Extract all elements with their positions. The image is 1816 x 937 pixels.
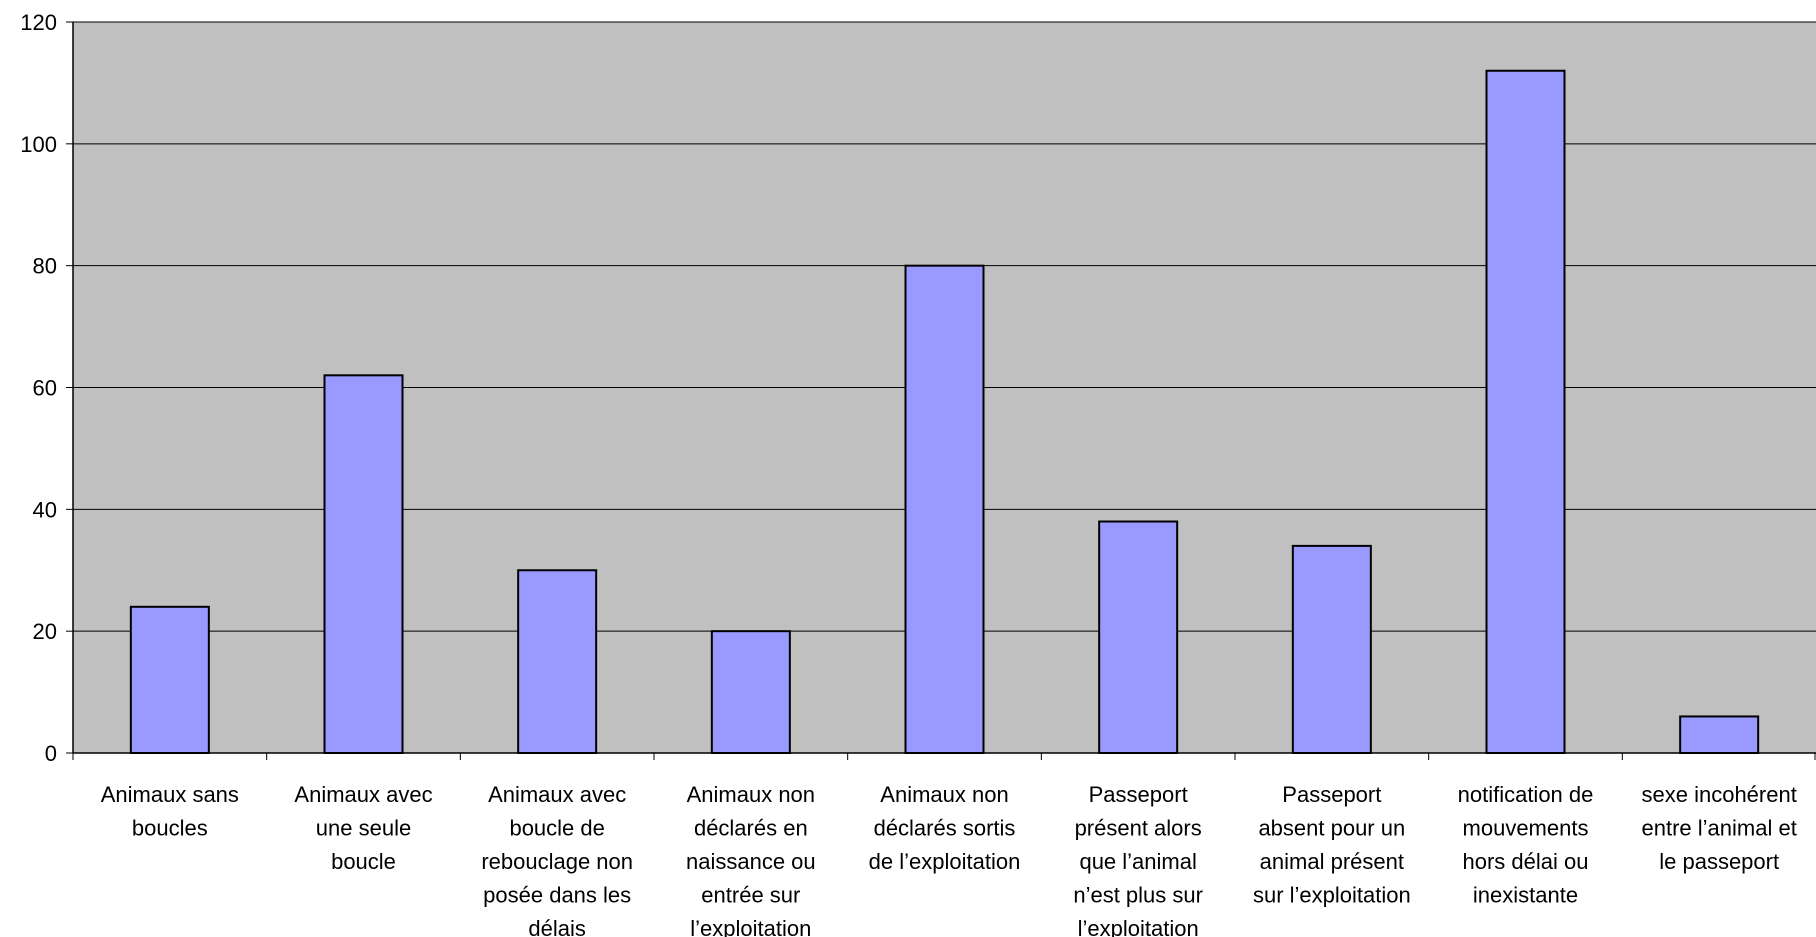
x-category-label: Animaux non déclarés sortis de l’exploitat… [869,782,1021,874]
bar [1291,544,1372,755]
x-category-label-line: n’est plus sur [1073,883,1203,908]
x-category-label-line: posée dans les [483,883,631,908]
x-category-label-line: Animaux non [687,782,815,807]
x-category-label: Animaux sans boucles [101,782,239,841]
x-category-label: sexe incohérent entre l’animal et le passe… [1642,782,1797,874]
x-category-label-line: déclarés en [694,816,808,841]
x-category-label-line: Animaux non [880,782,1008,807]
x-category-label-line: que l’animal [1079,849,1196,874]
bar [1098,520,1179,754]
x-category-label: Animaux avec boucle de rebouclage non posée… [481,782,633,937]
x-category-label-line: notification de [1458,782,1594,807]
x-category-label-line: boucle [331,849,396,874]
bar [323,374,404,754]
bar [1679,715,1760,755]
x-category-label-line: animal présent [1260,849,1404,874]
x-category-label-line: l’exploitation [1078,916,1199,937]
x-category-label-line: boucle de [509,816,604,841]
bar [1485,69,1566,754]
x-category-label-line: mouvements [1463,816,1589,841]
y-tick-label: 120 [20,10,57,35]
x-category-label-line: inexistante [1473,883,1578,908]
x-category-label-line: naissance ou [686,849,816,874]
x-category-label-line: hors délai ou [1463,849,1589,874]
y-axis-ticks: 0 20 40 60 80 100 120 [20,10,73,766]
x-category-label-line: le passeport [1659,849,1779,874]
y-tick-label: 0 [45,741,57,766]
y-tick-label: 100 [20,132,57,157]
x-category-label-line: rebouclage non [481,849,633,874]
x-category-label-line: Animaux sans [101,782,239,807]
y-tick-label: 80 [33,254,57,279]
bar [129,605,210,754]
bars [129,69,1760,755]
bar [904,264,985,754]
y-tick-label: 60 [33,376,57,401]
x-category-label-line: déclarés sortis [874,816,1016,841]
x-category-label-line: sur l’exploitation [1253,883,1411,908]
x-category-label-line: boucles [132,816,208,841]
x-category-label-line: sexe incohérent [1642,782,1797,807]
y-tick-label: 20 [33,619,57,644]
bar [710,630,791,755]
x-category-label-line: de l’exploitation [869,849,1021,874]
x-category-label-line: Passeport [1282,782,1381,807]
x-category-label-line: Animaux avec [294,782,432,807]
x-category-label-line: entre l’animal et [1642,816,1797,841]
x-category-label: Animaux non déclarés en naissance ou entrée… [686,782,816,937]
y-tick-label: 40 [33,497,57,522]
x-category-label-line: l’exploitation [690,916,811,937]
x-category-label-line: présent alors [1075,816,1202,841]
x-category-label-line: délais [528,916,585,937]
x-category-label-line: Passeport [1089,782,1188,807]
x-category-label-line: Animaux avec [488,782,626,807]
x-category-label: Passeport présent alors que l’animal n’est … [1073,782,1203,937]
x-category-label: Animaux avec une seule boucle [294,782,432,874]
bar [517,569,598,754]
x-category-label-line: entrée sur [701,883,800,908]
x-category-label: notification de mouvements hors délai ou in… [1458,782,1594,908]
x-axis-labels: Animaux sans boucles Animaux avec une seule… [101,782,1797,937]
x-category-label: Passeport absent pour un animal présent sur… [1253,782,1411,908]
x-category-label-line: absent pour un [1258,816,1405,841]
x-category-label-line: une seule [316,816,411,841]
